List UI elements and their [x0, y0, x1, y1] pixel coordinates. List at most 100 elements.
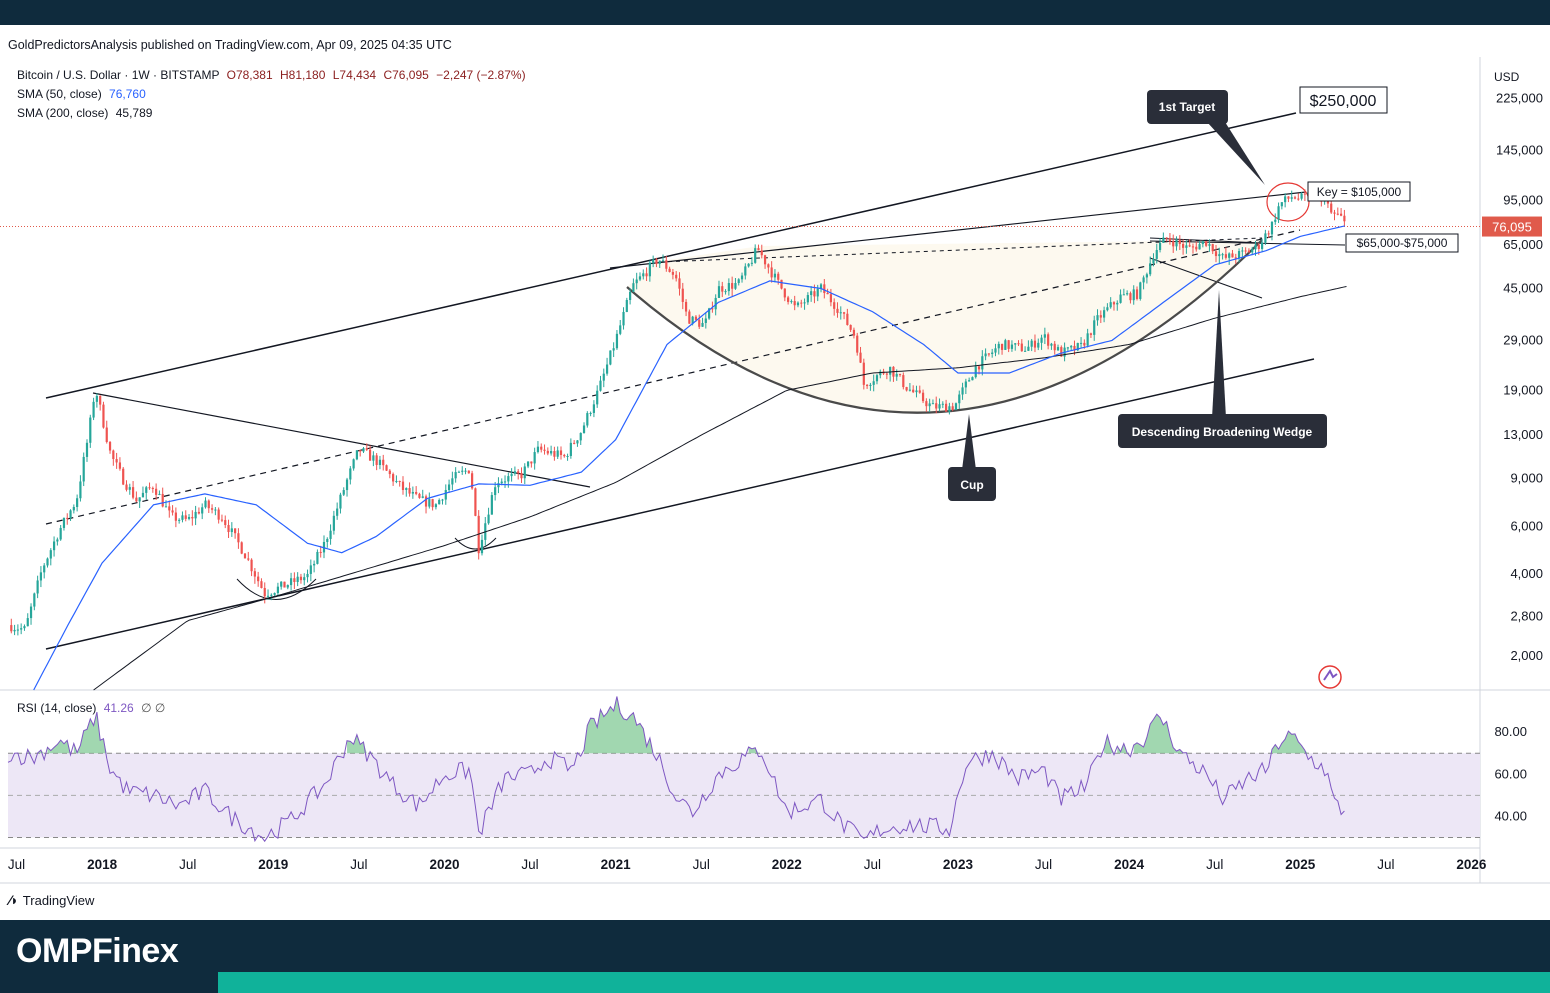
candle-body — [289, 578, 293, 586]
price-tick-label: 9,000 — [1510, 471, 1543, 486]
candle-296 — [984, 348, 987, 361]
candle-body — [1066, 347, 1069, 349]
candle-body — [447, 484, 451, 490]
candle-body — [819, 284, 823, 289]
candle-body — [675, 274, 678, 279]
candle-body — [441, 499, 444, 501]
candle-body — [247, 558, 250, 560]
time-tick-label: Jul — [179, 857, 196, 872]
candle-body — [1178, 239, 1181, 245]
candle-228 — [760, 244, 763, 259]
candle-287 — [954, 402, 958, 411]
candle-body — [513, 471, 517, 474]
candle-body — [1158, 242, 1162, 250]
candle-156 — [523, 463, 526, 484]
time-tick-label: 2023 — [943, 857, 974, 872]
candle-188 — [629, 288, 632, 305]
candle-40 — [141, 486, 145, 498]
candle-44 — [155, 483, 158, 500]
candle-body — [724, 291, 727, 293]
candle-body — [23, 626, 26, 629]
candle-body — [474, 488, 477, 516]
candle-249 — [829, 288, 832, 307]
candle-body — [339, 494, 342, 509]
candle-114 — [385, 464, 388, 471]
candle-203 — [678, 272, 681, 296]
candle-body — [293, 578, 296, 583]
price-tick-label: 145,000 — [1496, 142, 1543, 157]
candle-body — [632, 283, 635, 292]
candle-body — [1231, 253, 1234, 258]
candle-body — [454, 472, 457, 479]
price-axis-currency: USD — [1494, 70, 1520, 84]
candle-345 — [1145, 272, 1148, 284]
candle-338 — [1122, 288, 1125, 296]
candle-89 — [303, 573, 306, 586]
candle-4 — [23, 624, 26, 631]
candle-42 — [148, 482, 151, 490]
ompfinex-logo: OMPFinex — [16, 932, 179, 971]
candle-body — [220, 519, 224, 521]
candle-body — [1201, 241, 1204, 245]
resistance-line — [609, 191, 1307, 269]
candle-body — [168, 506, 171, 511]
candle-11 — [46, 557, 49, 568]
candle-body — [592, 404, 596, 413]
candle-body — [510, 473, 513, 477]
candle-140 — [471, 470, 474, 490]
candle-201 — [671, 268, 675, 280]
candle-10 — [43, 563, 46, 579]
candle-21 — [79, 475, 82, 502]
candle-body — [95, 395, 98, 402]
candle-343 — [1139, 281, 1142, 301]
candle-body — [740, 275, 744, 280]
candle-body — [622, 311, 625, 326]
candle-274 — [912, 385, 915, 394]
wedge-lower-line — [1149, 257, 1263, 299]
candle-153 — [513, 466, 517, 476]
candle-9 — [39, 566, 43, 588]
time-tick-label: 2022 — [772, 857, 802, 872]
candle-body — [362, 448, 365, 452]
candle-333 — [1106, 303, 1109, 312]
candle-body — [16, 629, 19, 631]
candle-body — [806, 295, 809, 303]
candle-body — [846, 313, 849, 325]
candle-7 — [33, 592, 36, 611]
candle-body — [336, 508, 339, 516]
candle-body — [313, 563, 316, 566]
candle-body — [105, 427, 108, 442]
candle-body — [796, 302, 800, 306]
price-axis[interactable]: USD 2,000 2,800 4,000 6,000 9,000 13,000 19,00… — [1494, 70, 1543, 663]
time-axis[interactable]: Jul 2018 Jul 2019 Jul 2020 Jul 2021 Jul 2022 Jul 20… — [8, 857, 1487, 872]
candle-body — [424, 496, 428, 507]
candle-body — [691, 316, 694, 324]
top-bar — [0, 0, 1550, 25]
candle-215 — [717, 280, 721, 299]
candle-193 — [645, 267, 648, 282]
candle-body — [191, 517, 194, 519]
candle-body — [1257, 244, 1260, 249]
candle-74 — [253, 568, 256, 584]
candle-159 — [533, 447, 536, 470]
candle-body — [1129, 293, 1132, 301]
candle-380 — [1260, 238, 1264, 252]
candle-body — [1135, 289, 1139, 299]
candle-181 — [605, 357, 609, 376]
candle-body — [33, 593, 36, 607]
candle-body — [471, 473, 474, 489]
candle-267 — [889, 366, 892, 382]
candle-160 — [536, 441, 540, 454]
candle-51 — [178, 518, 181, 524]
candle-body — [645, 273, 648, 277]
candle-body — [145, 487, 148, 493]
candle-body — [1290, 197, 1293, 199]
candle-body — [451, 478, 454, 485]
candle-250 — [833, 298, 836, 316]
symbol-legend: Bitcoin / U.S. Dollar · 1W · BITSTAMP O7… — [17, 68, 526, 82]
candle-body — [49, 550, 52, 559]
candle-329 — [1093, 315, 1096, 341]
candle-body — [1106, 307, 1109, 311]
rsi-overbought-fill-4 — [73, 712, 107, 754]
